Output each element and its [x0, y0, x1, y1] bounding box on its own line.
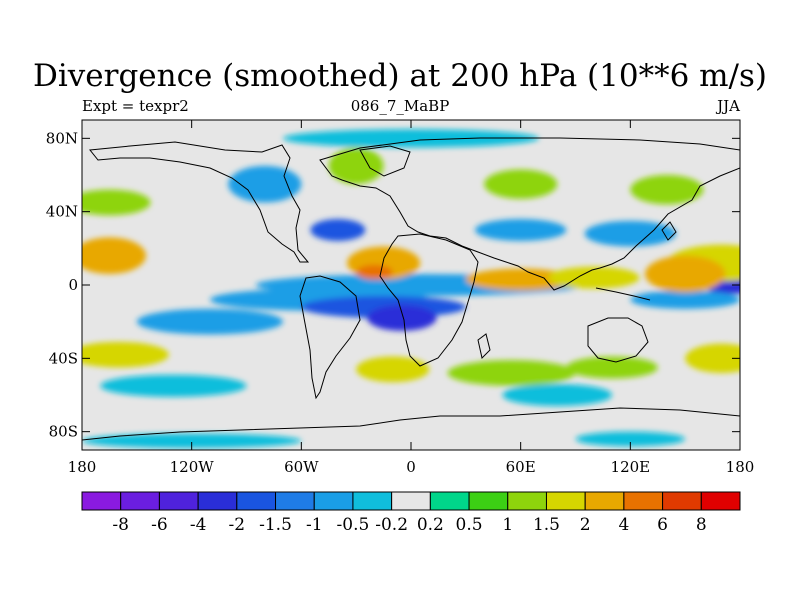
divergence-cell-27 [283, 129, 539, 148]
divergence-cell-21 [328, 147, 384, 185]
color-bar-box-13 [584, 491, 625, 511]
color-bar-label-0: -8 [112, 515, 129, 535]
color-bar-box-10 [468, 491, 509, 511]
color-bar-label-12: 2 [580, 515, 591, 535]
divergence-cell-4 [367, 305, 437, 331]
x-tick-label-2: 60W [284, 458, 319, 476]
color-bar-box-3 [197, 491, 238, 511]
divergence-cell-31 [502, 384, 613, 406]
divergence-cell-25 [474, 219, 567, 241]
color-bar-box-8 [391, 491, 431, 511]
y-tick-label-2: 0 [68, 276, 78, 294]
color-bar: -8 -6 -4 -2 -1.5 -1 -0.5 -0.2 0.2 0.5 1 1.5 2 4 6 8 [81, 491, 741, 535]
divergence-cell-23 [630, 175, 704, 205]
color-bar-box-16 [700, 491, 741, 511]
color-bar-box-9 [429, 491, 470, 511]
y-tick-label-4: 80S [49, 423, 78, 441]
y-tick-label-1: 40N [46, 203, 78, 221]
divergence-field [82, 129, 740, 449]
experiment-label: Expt = texpr2 [82, 97, 189, 115]
x-tick-label-4: 60E [506, 458, 536, 476]
divergence-cell-19 [82, 189, 151, 216]
color-bar-box-2 [158, 491, 199, 511]
color-bar-box-0 [81, 491, 122, 511]
divergence-cell-22 [484, 169, 558, 199]
color-bar-box-1 [120, 491, 160, 511]
color-bar-box-4 [236, 491, 277, 511]
season-label: JJA [717, 97, 740, 115]
color-bar-label-6: -0.5 [337, 515, 370, 535]
color-bar-box-14 [623, 491, 664, 511]
color-bar-label-13: 4 [618, 515, 629, 535]
color-bar-label-7: -0.2 [375, 515, 408, 535]
color-bar-label-4: -1.5 [259, 515, 292, 535]
color-bar-label-1: -6 [151, 515, 168, 535]
divergence-cell-8 [82, 237, 146, 274]
x-tick-label-3: 0 [406, 458, 416, 476]
color-bar-label-9: 0.5 [456, 515, 483, 535]
coastline-europe-asia [319, 137, 740, 291]
color-bar-label-14: 6 [657, 515, 668, 535]
y-tick-label-3: 40S [49, 349, 78, 367]
divergence-cell-17 [447, 360, 576, 386]
coastline-indonesia [595, 287, 651, 301]
chart-title: Divergence (smoothed) at 200 hPa (10**6 … [33, 58, 767, 94]
color-bar-box-15 [662, 491, 702, 511]
x-tick-label-0: 180 [68, 458, 97, 476]
coastline-australia [587, 317, 649, 363]
divergence-cell-30 [100, 374, 247, 397]
divergence-cell-12 [548, 266, 640, 289]
color-bar-label-15: 8 [696, 515, 707, 535]
color-bar-box-6 [313, 491, 354, 511]
divergence-cell-10 [356, 264, 393, 280]
divergence-cell-5 [136, 308, 284, 335]
color-bar-box-12 [545, 491, 586, 511]
divergence-cell-18 [566, 356, 658, 379]
coastline-antarctica [82, 407, 740, 441]
divergence-cell-11 [465, 268, 576, 291]
divergence-cell-24 [310, 219, 366, 241]
divergence-cell-13 [644, 255, 726, 293]
divergence-cell-6 [630, 290, 740, 309]
divergence-cell-14 [82, 341, 169, 368]
color-bar-box-7 [352, 491, 393, 511]
color-bar-box-5 [275, 491, 315, 511]
color-bar-label-8: 0.2 [417, 515, 444, 535]
divergence-cell-20 [228, 165, 302, 203]
divergence-cell-26 [584, 220, 677, 247]
coastline-japan [661, 221, 677, 241]
coastline-south-america [299, 275, 361, 400]
color-bar-label-11: 1.5 [533, 515, 560, 535]
color-bar-label-5: -1 [306, 515, 323, 535]
coastline-madagascar [477, 333, 491, 359]
color-bar-label-3: -2 [229, 515, 246, 535]
color-bar-box-11 [507, 491, 547, 511]
divergence-cell-16 [356, 356, 430, 383]
coastline-north-america [89, 141, 310, 263]
map-axes: 180 120W 60W 0 60E 120E 180 80N 40N 0 40S 80S [46, 120, 755, 476]
divergence-cell-15 [685, 343, 740, 373]
divergence-cell-28 [82, 433, 302, 449]
x-tick-label-6: 180 [726, 458, 755, 476]
coastline-greenland [359, 145, 411, 177]
coastlines [82, 137, 740, 441]
divergence-cell-29 [575, 431, 686, 447]
x-tick-label-1: 120W [170, 458, 215, 476]
color-bar-label-2: -4 [190, 515, 207, 535]
color-bar-label-10: 1 [502, 515, 513, 535]
center-subtitle: 086_7_MaBP [350, 97, 450, 115]
y-tick-label-0: 80N [46, 129, 78, 147]
x-tick-label-5: 120E [611, 458, 651, 476]
coastline-africa [379, 233, 479, 367]
